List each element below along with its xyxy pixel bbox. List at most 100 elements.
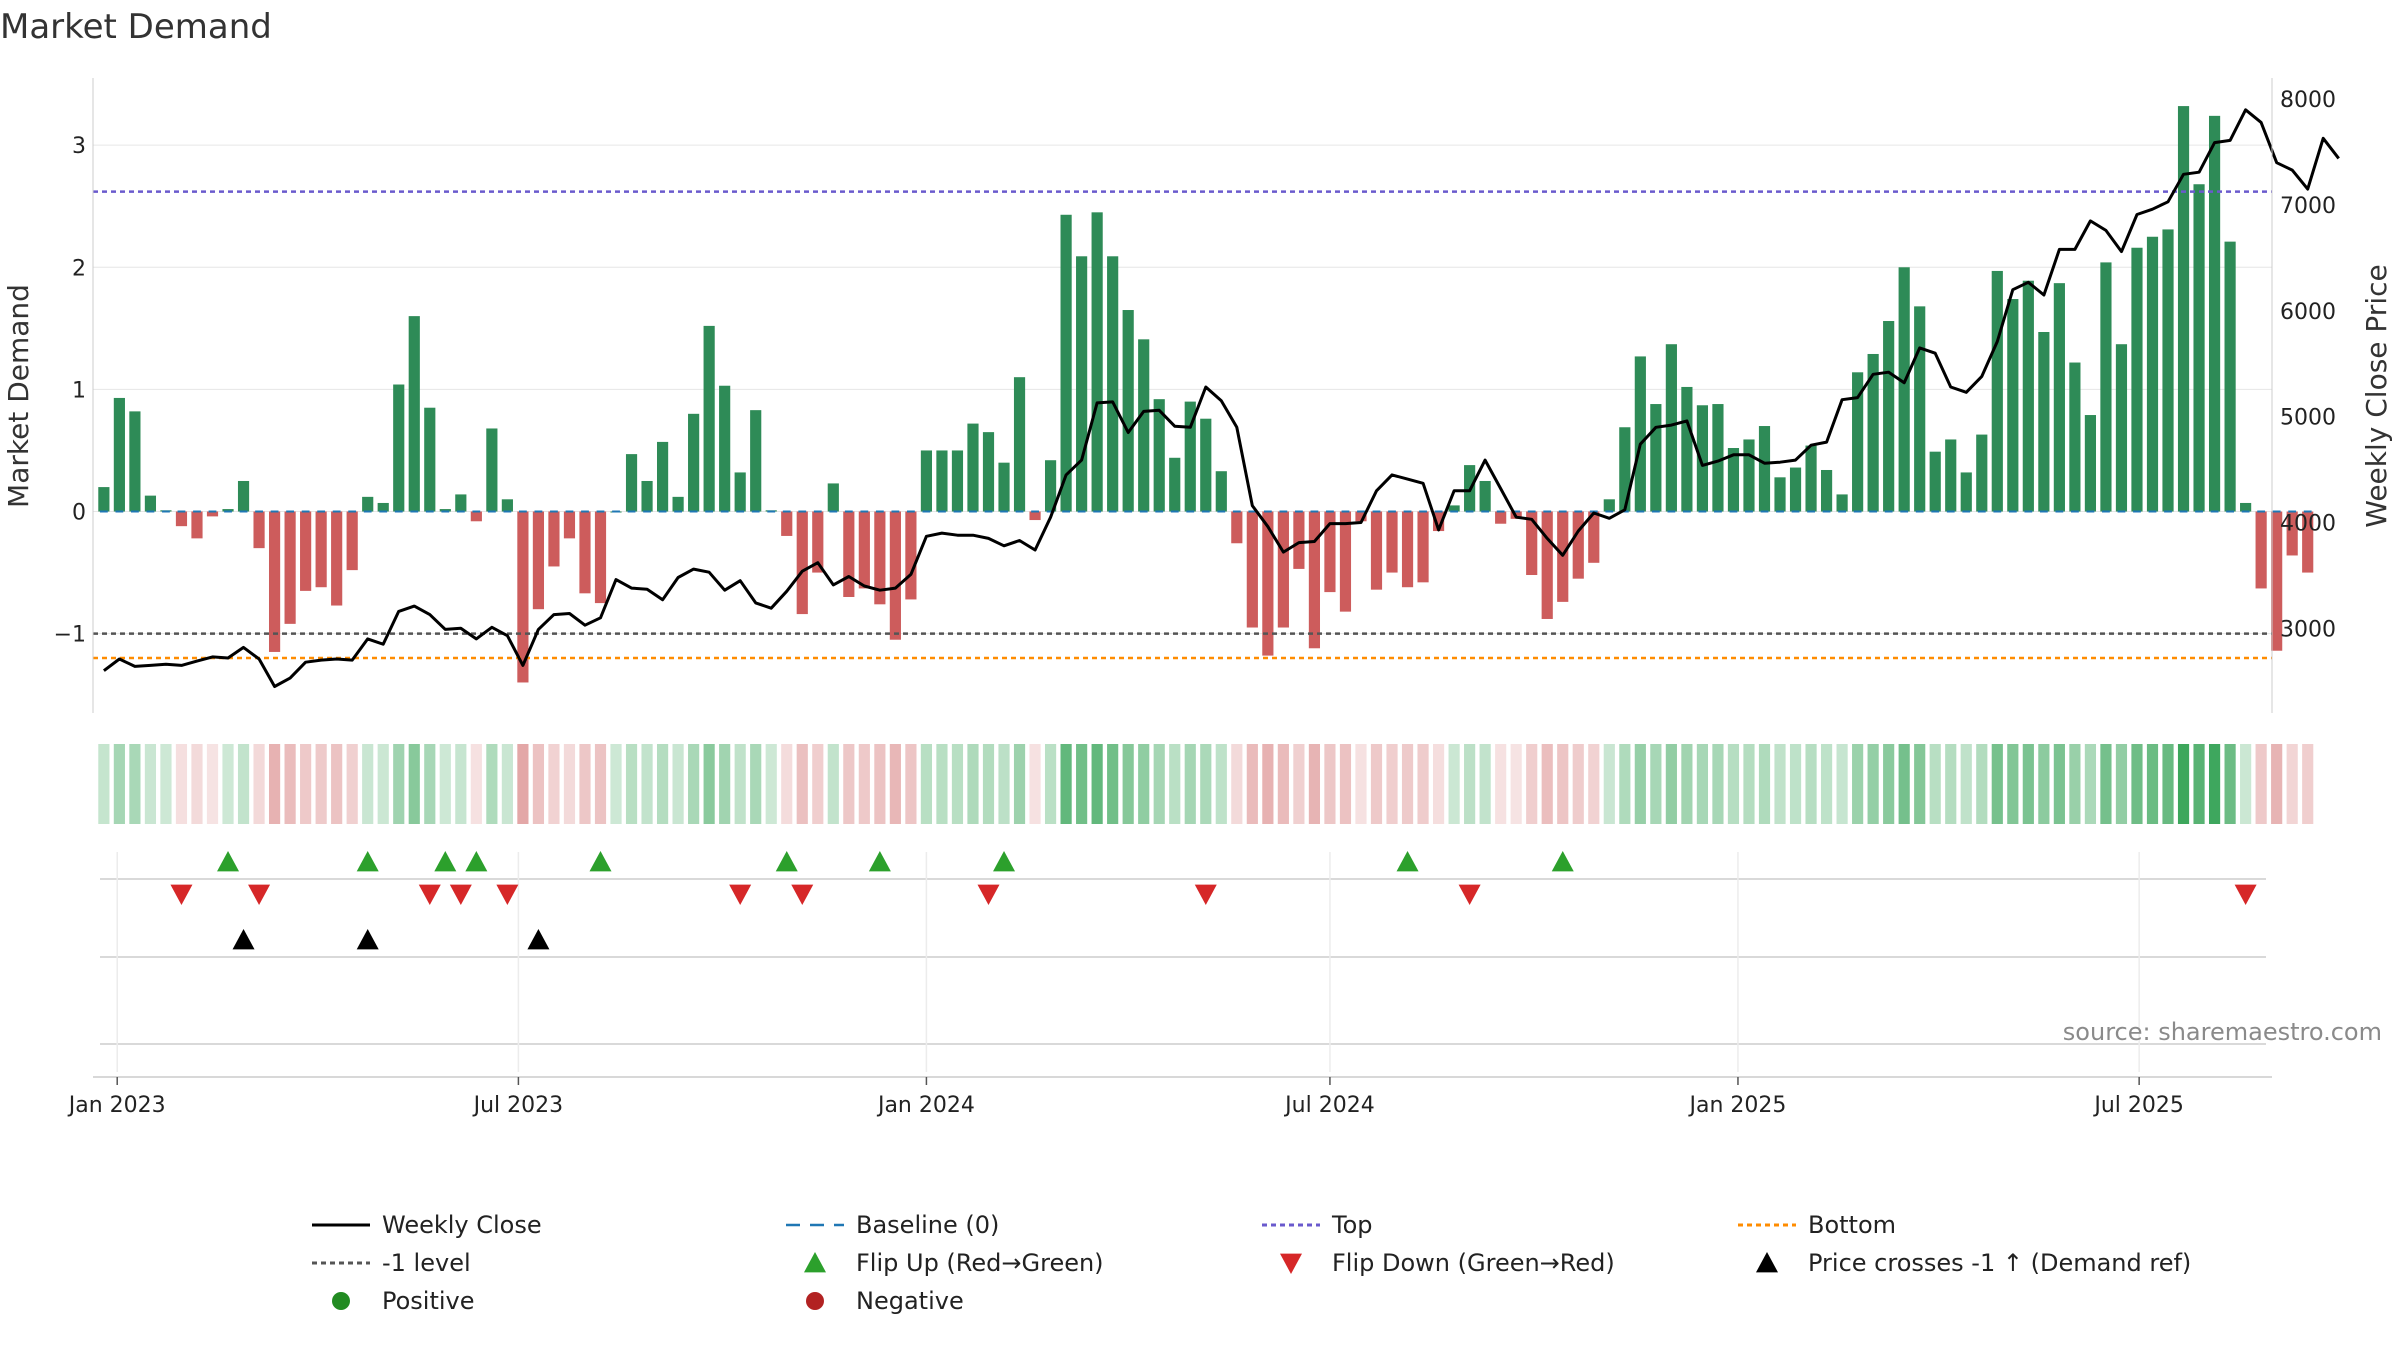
reference-lines xyxy=(93,190,2312,660)
demand-bar xyxy=(1898,267,1910,512)
flip-down-marker xyxy=(248,884,271,905)
demand-bar xyxy=(1386,511,1398,573)
demand-bar xyxy=(1029,511,1041,521)
demand-bar xyxy=(2084,415,2097,512)
flip-up-marker xyxy=(356,851,379,872)
heat-cell xyxy=(843,744,855,824)
demand-bar xyxy=(1091,212,1103,512)
demand-bar xyxy=(1960,472,1972,512)
flip-up-marker xyxy=(993,851,1016,872)
demand-bar xyxy=(703,325,715,512)
demand-bar xyxy=(2100,262,2112,512)
demand-bar xyxy=(1789,467,1802,512)
heat-cell xyxy=(889,744,901,824)
heat-cell xyxy=(1836,744,1848,824)
demand-bar xyxy=(2255,511,2267,589)
heat-cell xyxy=(1557,744,1569,824)
demand-bar xyxy=(1572,511,1584,579)
demand-bar xyxy=(1122,310,1134,512)
heat-cell xyxy=(656,744,669,824)
legend-swatch-triangle xyxy=(804,1252,826,1273)
demand-bar xyxy=(1324,511,1336,593)
demand-bar xyxy=(268,511,281,652)
demand-bar xyxy=(1526,511,1538,576)
heat-cell xyxy=(268,744,281,824)
heat-cell xyxy=(144,744,157,824)
y-tick-label: 0 xyxy=(72,501,86,526)
demand-bar xyxy=(1805,445,1817,512)
heat-cell xyxy=(781,744,793,824)
heat-cell xyxy=(1308,744,1321,824)
demand-bar xyxy=(874,511,886,605)
demand-bar xyxy=(191,511,203,539)
demand-bar xyxy=(1681,386,1693,512)
demand-bar xyxy=(688,413,700,512)
legend-label: Negative xyxy=(856,1287,964,1315)
legend: Weekly Close Baseline (0) Top Bottom -1 leve… xyxy=(312,1211,2191,1315)
heat-cell xyxy=(579,744,591,824)
heat-cell xyxy=(812,744,824,824)
heat-cell xyxy=(2193,744,2205,824)
demand-bar xyxy=(362,496,374,512)
demand-bar xyxy=(1479,480,1491,512)
event-markers xyxy=(100,851,2266,1072)
demand-bar xyxy=(579,511,591,594)
demand-bar xyxy=(1417,511,1429,583)
x-tick-label: Jul 2024 xyxy=(1283,1093,1375,1118)
heat-cell xyxy=(424,744,436,824)
grid-lines xyxy=(93,144,2272,635)
heat-cell xyxy=(439,744,451,824)
flip-down-marker xyxy=(418,884,441,905)
heat-cell xyxy=(688,744,700,824)
legend-swatch-dot xyxy=(806,1292,824,1310)
flip-down-marker xyxy=(729,884,752,905)
heat-cell xyxy=(2115,744,2128,824)
demand-bar xyxy=(1820,469,1833,512)
demand-bar xyxy=(905,511,917,600)
heat-cell xyxy=(175,744,188,824)
price-cross-marker xyxy=(527,929,550,950)
demand-bar xyxy=(129,411,141,512)
heat-cell xyxy=(1122,744,1134,824)
source-label: source: sharemaestro.com xyxy=(2063,1018,2382,1046)
demand-bar xyxy=(548,511,560,567)
heat-cell xyxy=(641,744,653,824)
heat-cell xyxy=(206,744,219,824)
demand-bar xyxy=(2224,241,2236,512)
heat-cell xyxy=(2286,744,2298,824)
heat-cell xyxy=(1541,744,1553,824)
heat-cell xyxy=(2022,744,2034,824)
demand-bar xyxy=(1774,477,1786,512)
legend-label: Price crosses -1 ↑ (Demand ref) xyxy=(1808,1249,2191,1277)
heat-cell xyxy=(1169,744,1181,824)
demand-bar xyxy=(982,432,995,512)
legend-label: Bottom xyxy=(1808,1211,1896,1239)
y-tick-label: 2 xyxy=(72,256,86,281)
flip-down-marker xyxy=(2234,884,2257,905)
demand-bar xyxy=(1914,306,1926,512)
heat-cell xyxy=(1681,744,1693,824)
x-tick-label: Jul 2025 xyxy=(2092,1093,2184,1118)
heat-cell xyxy=(2271,744,2283,824)
demand-bar xyxy=(1246,511,1258,628)
demand-bar xyxy=(222,509,234,512)
heat-cell xyxy=(331,744,343,824)
heat-cell xyxy=(1727,744,1740,824)
demand-bar xyxy=(1495,511,1507,524)
heat-cell xyxy=(1386,744,1398,824)
heat-cell xyxy=(2084,744,2097,824)
x-tick-label: Jan 2023 xyxy=(67,1093,166,1118)
heat-cell xyxy=(1991,744,2003,824)
demand-bar xyxy=(1215,471,1227,512)
heat-cell xyxy=(1743,744,1755,824)
heat-cell xyxy=(2146,744,2159,824)
demand-bar xyxy=(2069,362,2081,512)
y-tick-label: −1 xyxy=(54,623,86,648)
heat-cell xyxy=(1758,744,1771,824)
flip-down-marker xyxy=(1458,884,1481,905)
demand-bar xyxy=(237,480,250,512)
heat-cell xyxy=(1246,744,1258,824)
legend-label: Flip Down (Green→Red) xyxy=(1332,1249,1615,1277)
heat-cell xyxy=(1572,744,1584,824)
heat-cell xyxy=(1665,744,1677,824)
